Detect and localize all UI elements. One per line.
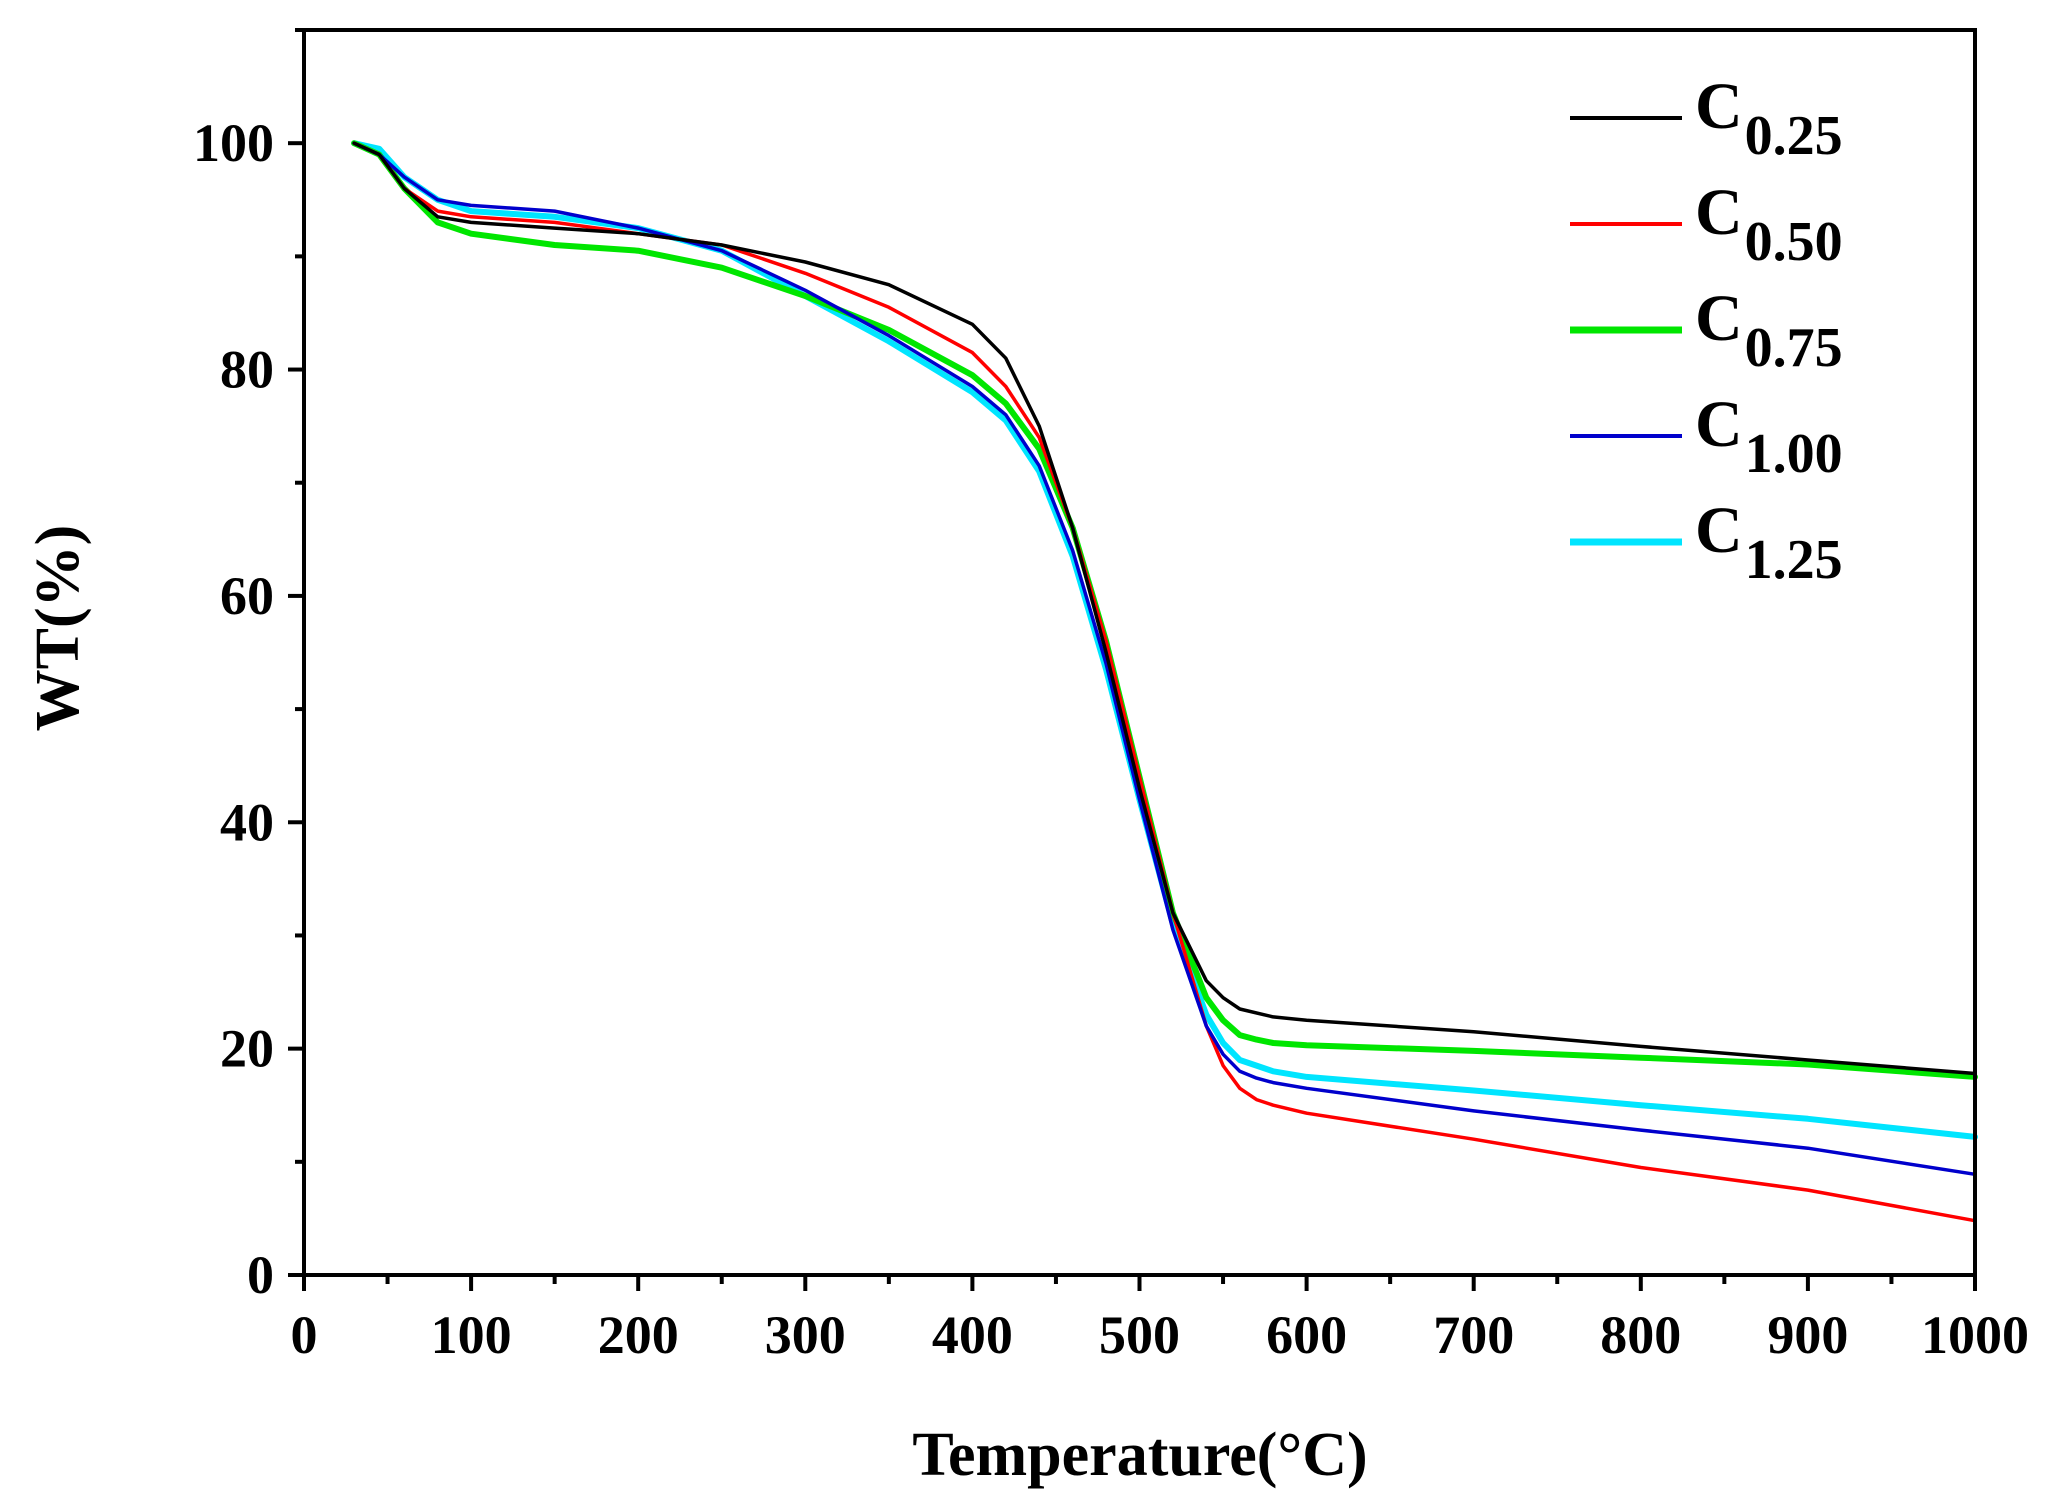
- y-axis-title: WT(%): [24, 525, 92, 732]
- legend-label-C1-25: C1.25: [1695, 494, 1843, 591]
- y-tick-label: 20: [220, 1019, 274, 1079]
- x-tick-label: 700: [1433, 1305, 1514, 1365]
- y-tick-label: 40: [220, 792, 274, 852]
- x-tick-label: 100: [431, 1305, 512, 1365]
- x-tick-label: 200: [598, 1305, 679, 1365]
- x-axis-title: Temperature(°C): [912, 1421, 1367, 1489]
- y-tick-label: 80: [220, 340, 274, 400]
- y-tick-label: 60: [220, 566, 274, 626]
- series-layer: [351, 140, 1978, 1223]
- legend-label-C1-00: C1.00: [1695, 388, 1843, 485]
- series-line-C1-00: [352, 141, 1977, 1177]
- x-tick-label: 600: [1266, 1305, 1347, 1365]
- x-tick-label: 1000: [1921, 1305, 2029, 1365]
- legend-label-C0-25: C0.25: [1695, 70, 1843, 167]
- y-tick-label: 0: [247, 1245, 274, 1305]
- legend-label-C0-75: C0.75: [1695, 282, 1843, 379]
- x-tick-label: 500: [1099, 1305, 1180, 1365]
- x-tick-label: 800: [1600, 1305, 1681, 1365]
- x-tick-label: 0: [291, 1305, 318, 1365]
- axes-layer: 0 100 200 300 400 500 600 700 800 900 1000 0 20 40 60 8…: [193, 28, 2029, 1365]
- series-line-C0-25: [352, 141, 1977, 1076]
- x-tick-label: 300: [765, 1305, 846, 1365]
- x-tick-label: 900: [1767, 1305, 1848, 1365]
- y-tick-label: 100: [193, 113, 274, 173]
- x-tick-label: 400: [932, 1305, 1013, 1365]
- legend-label-C0-50: C0.50: [1695, 176, 1843, 273]
